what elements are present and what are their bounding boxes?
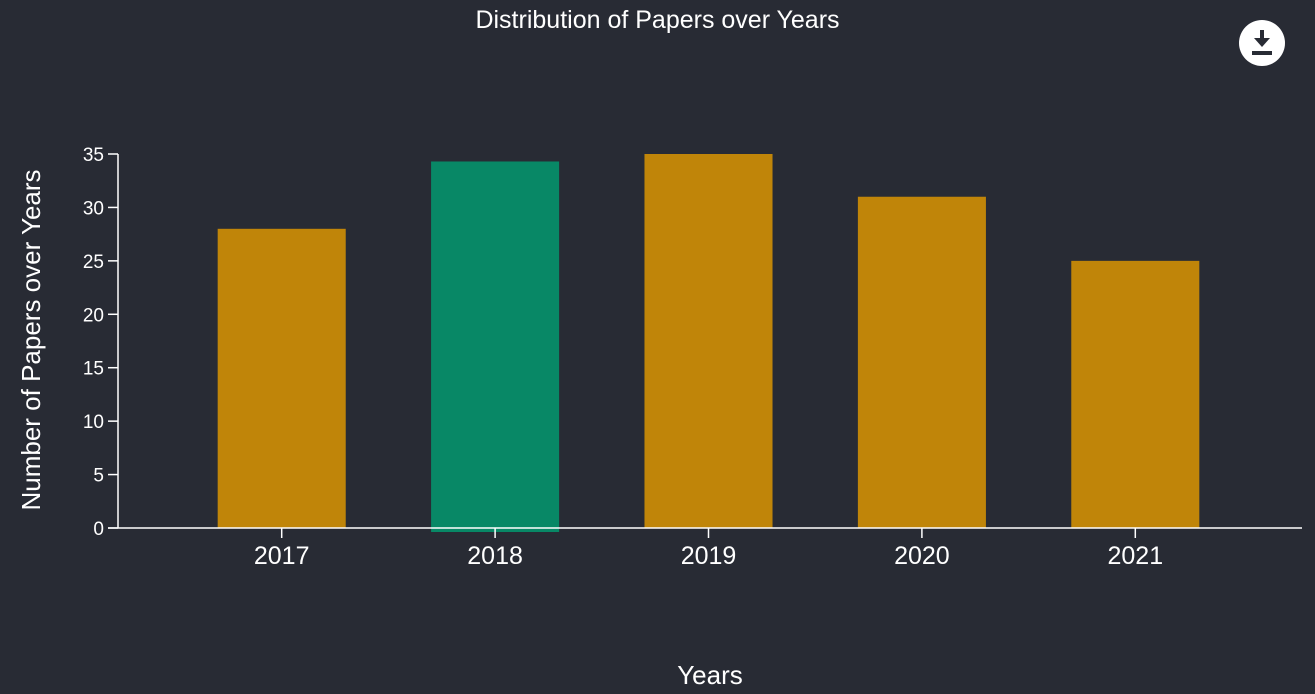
x-tick-label: 2020 <box>894 542 950 570</box>
y-tick-label: 20 <box>83 305 104 326</box>
x-tick-label: 2017 <box>254 542 310 570</box>
y-tick-label: 0 <box>93 519 104 540</box>
x-tick-label: 2018 <box>467 542 523 570</box>
y-tick-label: 15 <box>83 359 104 380</box>
y-tick-label: 5 <box>93 466 104 487</box>
x-tick-label: 2021 <box>1107 542 1163 570</box>
y-tick-label: 35 <box>83 145 104 166</box>
y-tick-label: 30 <box>83 198 104 219</box>
bar-2020[interactable] <box>857 196 986 528</box>
bar-2017[interactable] <box>217 228 346 529</box>
bar-2021[interactable] <box>1071 260 1200 528</box>
axes-layer: 0 5 10 15 20 25 30 35 2017 2018 2019 2020 2021 <box>83 145 1302 570</box>
bar-2019[interactable] <box>644 154 773 528</box>
bar-2018[interactable] <box>431 161 560 533</box>
download-icon <box>1252 30 1272 55</box>
x-tick-label: 2019 <box>681 542 737 570</box>
download-button[interactable] <box>1239 20 1285 66</box>
y-axis-title: Number of Papers over Years <box>16 169 46 510</box>
bars-layer <box>217 154 1200 533</box>
y-tick-label: 10 <box>83 412 104 433</box>
x-axis-title: Years <box>677 660 743 690</box>
y-tick-label: 25 <box>83 252 104 273</box>
chart-title: Distribution of Papers over Years <box>475 6 840 34</box>
